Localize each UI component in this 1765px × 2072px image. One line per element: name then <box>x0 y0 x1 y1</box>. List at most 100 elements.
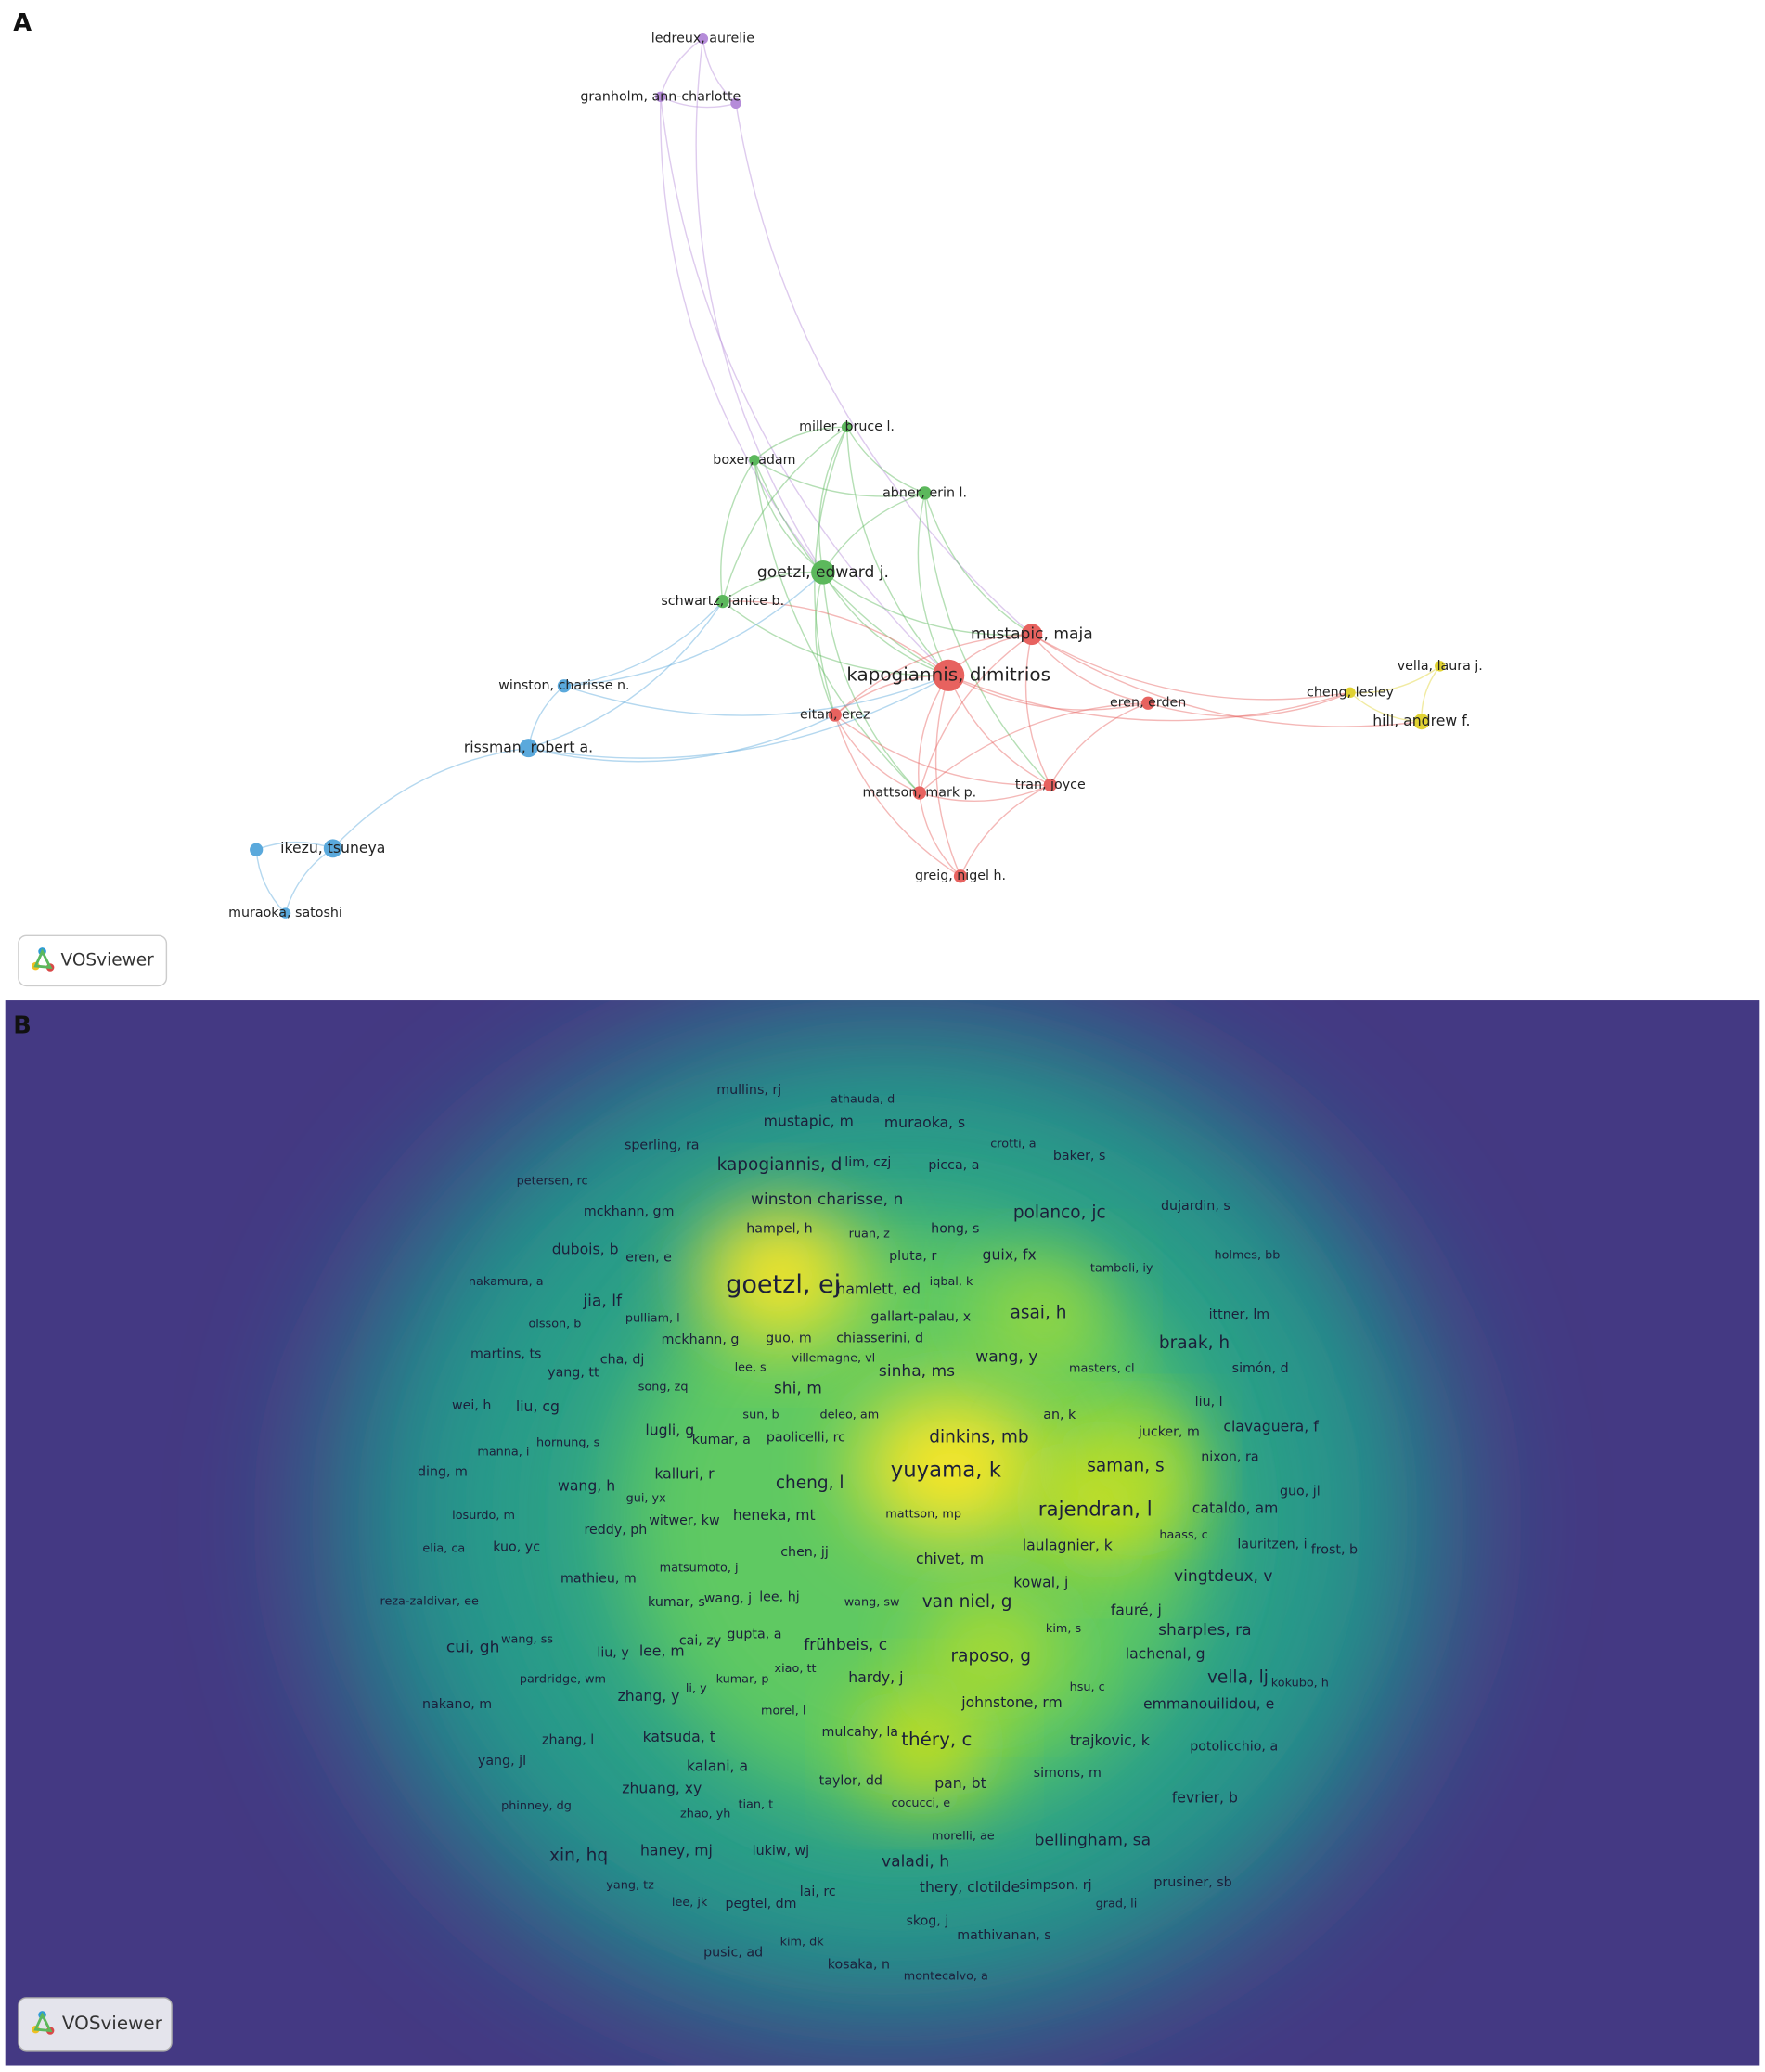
edge <box>563 600 724 687</box>
density-label: emmanouilidou, e <box>1143 1694 1274 1712</box>
density-label: mckhann, gm <box>584 1204 675 1219</box>
edge <box>1031 634 1422 727</box>
density-label: yang, tz <box>606 1878 654 1892</box>
density-label: simons, m <box>1034 1766 1102 1781</box>
density-label: théry, c <box>901 1729 972 1750</box>
density-label: kim, s <box>1046 1622 1082 1636</box>
density-label: dubois, b <box>552 1241 619 1258</box>
node <box>912 786 926 800</box>
node-label: mustapic, maja <box>971 625 1093 644</box>
edge <box>284 847 334 914</box>
density-label: chivet, m <box>916 1550 984 1567</box>
density-label: sharples, ra <box>1158 1621 1252 1640</box>
edge <box>528 714 836 763</box>
density-label: zhang, l <box>542 1732 594 1747</box>
density-label: matsumoto, j <box>660 1562 739 1576</box>
density-label: wei, h <box>452 1398 491 1413</box>
node-label: goetzl, edward j. <box>757 563 889 582</box>
edge <box>1349 665 1441 694</box>
density-label: bellingham, sa <box>1035 1832 1151 1850</box>
density-label: hampel, h <box>746 1221 812 1236</box>
node-label: eren, erden <box>1110 696 1186 711</box>
density-label: jia, lf <box>582 1293 623 1311</box>
density-label: saman, s <box>1087 1457 1164 1476</box>
edge <box>735 103 1033 636</box>
node <box>918 486 932 500</box>
edge <box>960 784 1051 877</box>
badge-box <box>18 1997 173 2052</box>
density-label: dujardin, s <box>1161 1199 1230 1214</box>
density-label: mustapic, m <box>764 1113 854 1130</box>
edge <box>923 493 1051 786</box>
density-label: johnstone, rm <box>960 1693 1063 1711</box>
edge <box>660 96 737 109</box>
edge <box>919 634 1033 793</box>
density-label: kim, dk <box>780 1936 825 1950</box>
edge <box>834 633 1032 716</box>
density-label: hardy, j <box>848 1668 903 1686</box>
density-label: jucker, m <box>1138 1425 1200 1440</box>
density-label: kapogiannis, d <box>717 1155 843 1175</box>
node <box>933 659 965 691</box>
density-label: wang, h <box>558 1476 615 1494</box>
edge <box>818 426 848 573</box>
density <box>332 1017 1443 2022</box>
density-label: cataldo, am <box>1192 1499 1279 1517</box>
edge <box>702 38 737 104</box>
node-label: ikezu, tsuneya <box>280 839 385 856</box>
edge <box>754 459 925 497</box>
node <box>953 869 968 883</box>
density-label: vella, lj <box>1207 1667 1269 1687</box>
node-label: muraoka, satoshi <box>228 906 342 920</box>
density-label: pulliam, l <box>625 1312 680 1326</box>
node-label: kapogiannis, dimitrios <box>846 663 1050 685</box>
density-label: wang, sw <box>844 1596 900 1610</box>
node <box>279 907 291 919</box>
density-label: reza-zaldivar, ee <box>380 1594 479 1608</box>
density-label: chiasserini, d <box>836 1332 923 1346</box>
edge <box>923 493 1033 636</box>
node-label: schwartz, janice b. <box>661 594 784 609</box>
density-label: sperling, ra <box>625 1139 700 1153</box>
density-label: ruan, z <box>849 1228 890 1242</box>
density-label: cocucci, e <box>891 1796 950 1810</box>
density-label: picca, a <box>928 1158 979 1173</box>
nodes: ledreux, aurelie granholm, ann-charlotte m… <box>228 32 1483 920</box>
edge <box>332 747 529 849</box>
density-label: ittner, lm <box>1209 1307 1270 1322</box>
edges <box>255 38 1441 914</box>
node <box>519 739 538 758</box>
edge <box>754 426 847 461</box>
badge-icon <box>32 2011 55 2035</box>
node <box>1435 661 1446 672</box>
node <box>697 32 709 45</box>
density-label: hong, s <box>931 1221 979 1236</box>
density-label: wang, j <box>704 1591 752 1606</box>
density-label: dinkins, mb <box>929 1427 1028 1447</box>
density-label: gallart-palau, x <box>870 1310 971 1325</box>
density-label: frühbeis, c <box>804 1636 887 1654</box>
edge <box>660 97 824 573</box>
density-label: liu, l <box>1195 1395 1223 1409</box>
badge-label: VOSviewer <box>62 2013 163 2034</box>
node <box>1345 687 1356 699</box>
edge <box>1349 691 1422 723</box>
density-label: lachenal, g <box>1126 1644 1205 1662</box>
node <box>828 708 842 722</box>
density-label: frost, b <box>1311 1542 1358 1557</box>
density-label: crotti, a <box>990 1138 1036 1152</box>
density-label: morel, l <box>761 1704 805 1718</box>
edge <box>754 459 921 794</box>
node-label: miller, bruce l. <box>799 419 895 434</box>
density-label: iqbal, k <box>930 1275 973 1289</box>
edge <box>563 572 824 687</box>
density-label: witwer, kw <box>649 1513 720 1528</box>
node-label: abner, erin l. <box>882 485 967 500</box>
edge <box>722 600 949 676</box>
density-label: kosaka, n <box>828 1957 890 1972</box>
edge <box>1031 634 1351 701</box>
density-label: hamlett, ed <box>836 1280 921 1297</box>
density-label: gupta, a <box>727 1627 781 1641</box>
density-label: lukiw, wj <box>753 1844 809 1859</box>
edge <box>845 426 925 495</box>
